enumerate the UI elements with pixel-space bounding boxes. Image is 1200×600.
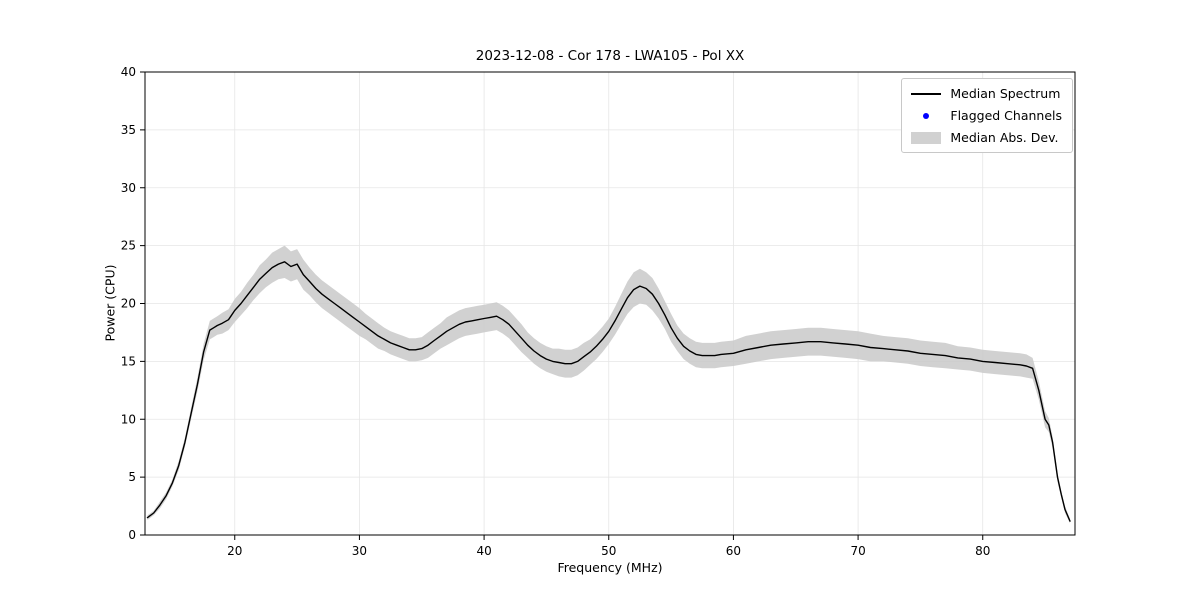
legend-item-median-abs-dev: Median Abs. Dev. bbox=[911, 129, 1062, 146]
chart-title: 2023-12-08 - Cor 178 - LWA105 - Pol XX bbox=[475, 48, 745, 64]
svg-text:80: 80 bbox=[975, 544, 990, 558]
mad-band-swatch-icon bbox=[911, 131, 942, 144]
svg-text:5: 5 bbox=[128, 470, 136, 484]
svg-text:40: 40 bbox=[476, 544, 491, 558]
legend: Median Spectrum Flagged Channels Median … bbox=[901, 78, 1073, 153]
legend-label: Median Spectrum bbox=[950, 86, 1061, 101]
svg-text:20: 20 bbox=[227, 544, 242, 558]
svg-text:25: 25 bbox=[121, 239, 136, 253]
svg-text:0: 0 bbox=[128, 528, 136, 542]
svg-text:40: 40 bbox=[121, 65, 136, 79]
svg-text:30: 30 bbox=[121, 181, 136, 195]
svg-text:50: 50 bbox=[601, 544, 616, 558]
legend-label: Median Abs. Dev. bbox=[950, 130, 1059, 145]
flagged-dot-swatch-icon bbox=[911, 112, 941, 119]
legend-item-median-spectrum: Median Spectrum bbox=[911, 85, 1062, 102]
svg-text:15: 15 bbox=[121, 354, 136, 368]
svg-text:70: 70 bbox=[850, 544, 865, 558]
legend-label: Flagged Channels bbox=[950, 108, 1062, 123]
svg-text:20: 20 bbox=[121, 297, 136, 311]
svg-text:60: 60 bbox=[726, 544, 741, 558]
svg-text:10: 10 bbox=[121, 412, 136, 426]
svg-text:30: 30 bbox=[352, 544, 367, 558]
svg-text:35: 35 bbox=[121, 123, 136, 137]
median-line-swatch-icon bbox=[911, 92, 942, 95]
legend-item-flagged-channels: Flagged Channels bbox=[911, 107, 1062, 124]
x-axis-label: Frequency (MHz) bbox=[557, 560, 663, 575]
y-axis-label: Power (CPU) bbox=[102, 264, 118, 342]
